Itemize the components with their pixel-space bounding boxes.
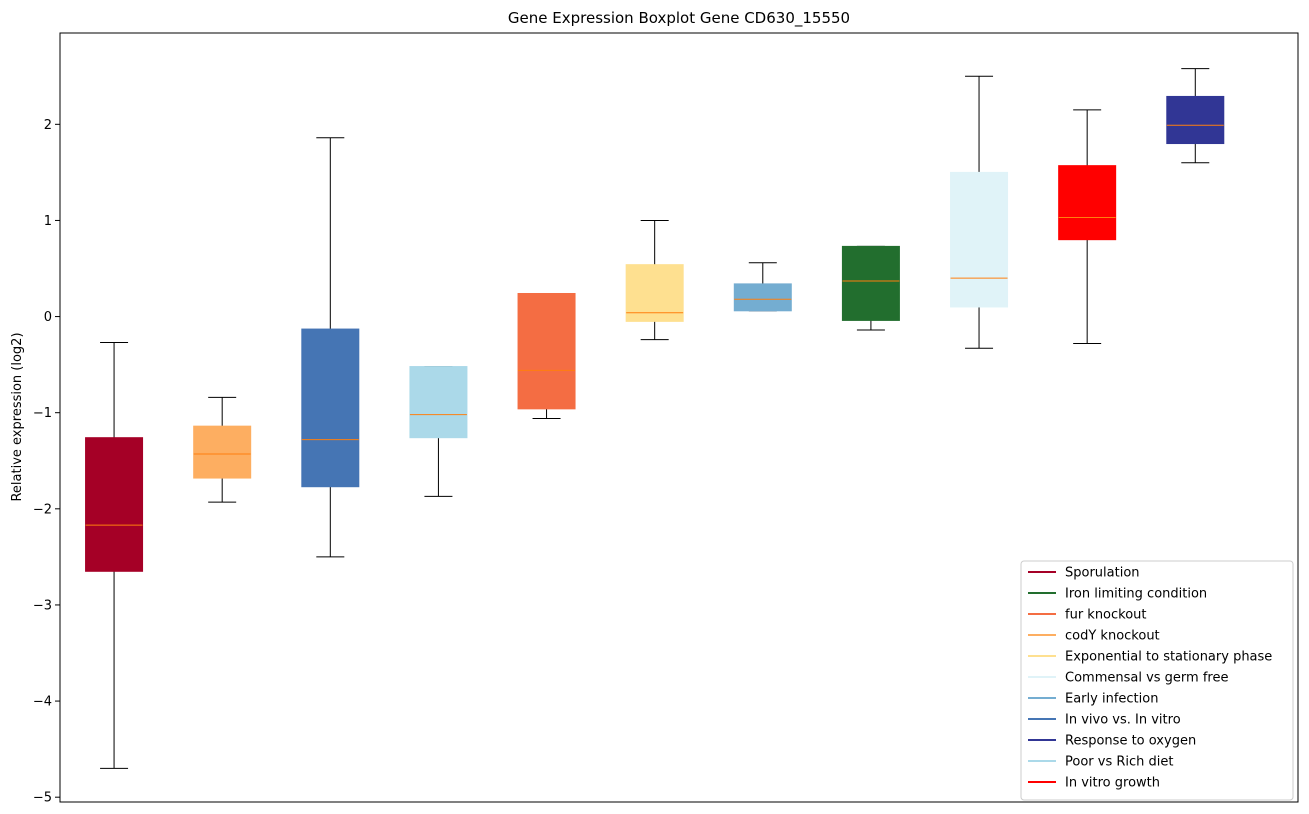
- legend-item: Poor vs Rich diet: [1028, 755, 1173, 770]
- box-body: [733, 283, 792, 312]
- legend-item: fur knockout: [1028, 608, 1147, 623]
- y-tick-label: −1: [33, 406, 52, 421]
- legend-label: Early infection: [1065, 692, 1158, 707]
- legend-label: Response to oxygen: [1065, 734, 1196, 749]
- box-fur-knockout: [517, 292, 576, 419]
- box-early-infection: [733, 262, 792, 312]
- legend-label: fur knockout: [1065, 608, 1147, 623]
- box-body: [517, 292, 576, 410]
- box-series: [85, 68, 1225, 769]
- box-exponential-to-stationary-phase: [625, 219, 684, 341]
- plot-frame: [59, 32, 1299, 803]
- y-tick-label: −4: [33, 695, 52, 710]
- legend-item: Commensal vs germ free: [1028, 671, 1228, 686]
- chart-title: Gene Expression Boxplot Gene CD630_15550: [508, 9, 850, 28]
- legend: Sporulation Iron limiting condition fur kn…: [1020, 560, 1294, 801]
- box-body: [301, 328, 360, 488]
- legend-frame: [1020, 560, 1294, 801]
- legend-item: In vivo vs. In vitro: [1028, 713, 1181, 728]
- legend-label: Exponential to stationary phase: [1065, 650, 1272, 665]
- legend-label: In vitro growth: [1065, 776, 1160, 791]
- legend-item: Iron limiting condition: [1028, 587, 1207, 602]
- y-tick-label: −3: [33, 598, 52, 613]
- box-body: [625, 264, 684, 322]
- box-body: [1058, 165, 1117, 241]
- legend-item: Exponential to stationary phase: [1028, 650, 1272, 665]
- box-response-to-oxygen: [1166, 68, 1225, 164]
- legend-item: Response to oxygen: [1028, 734, 1196, 749]
- y-tick-label: 2: [44, 118, 52, 133]
- legend-label: Sporulation: [1065, 566, 1140, 581]
- legend-item: Sporulation: [1028, 566, 1140, 581]
- legend-label: Poor vs Rich diet: [1065, 755, 1173, 770]
- box-body: [409, 366, 468, 439]
- legend-item: Early infection: [1028, 692, 1158, 707]
- box-sporulation: [85, 342, 144, 769]
- legend-label: Iron limiting condition: [1065, 587, 1207, 602]
- box-cody-knockout: [193, 396, 252, 503]
- box-iron-limiting-condition: [841, 245, 900, 331]
- y-tick-label: −2: [33, 502, 52, 517]
- box-commensal-vs-germ-free: [950, 75, 1009, 349]
- legend-label: Commensal vs germ free: [1065, 671, 1228, 686]
- y-axis-ticks: −5 −4 −3 −2 −1 0 1 2: [33, 118, 60, 806]
- box-body: [1166, 95, 1225, 145]
- legend-label: codY knockout: [1065, 629, 1160, 644]
- y-tick-label: 0: [44, 310, 52, 325]
- legend-item: codY knockout: [1028, 629, 1160, 644]
- y-tick-label: 1: [44, 214, 52, 229]
- y-tick-label: −5: [33, 791, 52, 806]
- legend-item: In vitro growth: [1028, 776, 1160, 791]
- box-poor-vs-rich-diet: [409, 366, 468, 497]
- y-axis-label: Relative expression (log2): [10, 332, 25, 501]
- box-in-vitro-growth: [1058, 109, 1117, 344]
- box-body: [85, 437, 144, 572]
- box-in-vivo-vs-in-vitro: [301, 137, 360, 558]
- box-body: [841, 245, 900, 321]
- box-body: [950, 171, 1009, 308]
- box-body: [193, 425, 252, 479]
- legend-label: In vivo vs. In vitro: [1065, 713, 1181, 728]
